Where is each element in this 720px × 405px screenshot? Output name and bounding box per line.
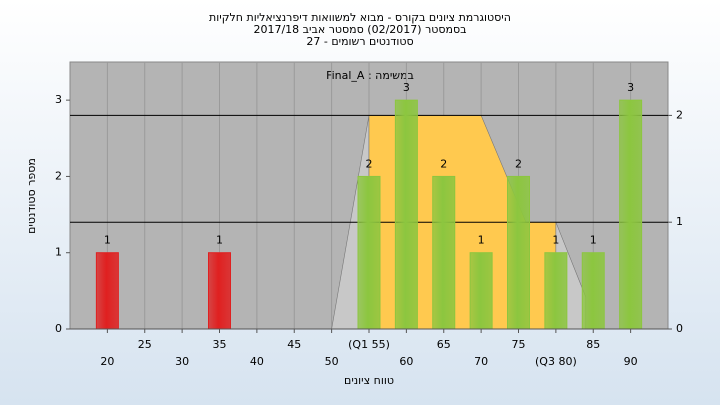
bar [507,175,530,330]
data-label: 3 [627,81,634,94]
y-tick-label: 2 [55,169,62,182]
x-tick-label: 60 [399,355,413,368]
data-label: 1 [216,234,223,247]
data-label: 1 [552,234,559,247]
y-axis-label: מספר סטודנטים [25,158,38,234]
chart-subtitle: בסמסטר (02/2017) סמסטר אביב 2017/18 [253,23,466,36]
bar [432,175,456,330]
x-tick-label: 45 [287,338,301,351]
x-tick-label: 40 [250,355,264,368]
bar [357,175,381,330]
x-tick-label: 35 [213,338,227,351]
x-tick-label: (Q3 80) [535,355,577,368]
x-tick-label: 65 [437,338,451,351]
x-tick-label: 20 [100,355,114,368]
data-label: 3 [403,81,410,94]
x-axis-label: טווח ציונים [344,374,394,387]
bar [95,252,119,330]
data-label: 2 [366,157,373,170]
data-label: 1 [104,234,111,247]
x-tick-label: 85 [586,338,600,351]
y-tick-label: 3 [55,93,62,106]
data-label: 1 [478,234,485,247]
data-label: 2 [440,157,447,170]
data-label: 1 [590,234,597,247]
data-label: 2 [515,157,522,170]
x-tick-label: 30 [175,355,189,368]
x-tick-label: 75 [512,338,526,351]
bar [208,252,231,330]
bar [544,252,568,330]
annotation: Final_A : במשימה [326,69,414,82]
y-tick-label: 0 [55,322,62,335]
chart-subtitle: סטודנטים רשומים - 27 [306,35,413,48]
x-tick-label: 90 [624,355,638,368]
chart-title: היסטוגרמת ציונים בקורס - מבוא למשוואות ד… [209,11,511,24]
x-tick-label: 70 [474,355,488,368]
bar [469,252,493,330]
bar [619,99,643,330]
y-tick-label: 1 [55,246,62,259]
x-tick-label: (Q1 55) [348,338,390,351]
y2-tick-label: 0 [676,322,683,335]
bar [581,252,605,330]
x-tick-label: 50 [325,355,339,368]
y2-tick-label: 2 [676,108,683,121]
x-tick-label: 25 [138,338,152,351]
y2-tick-label: 1 [676,215,683,228]
bar [394,99,418,330]
